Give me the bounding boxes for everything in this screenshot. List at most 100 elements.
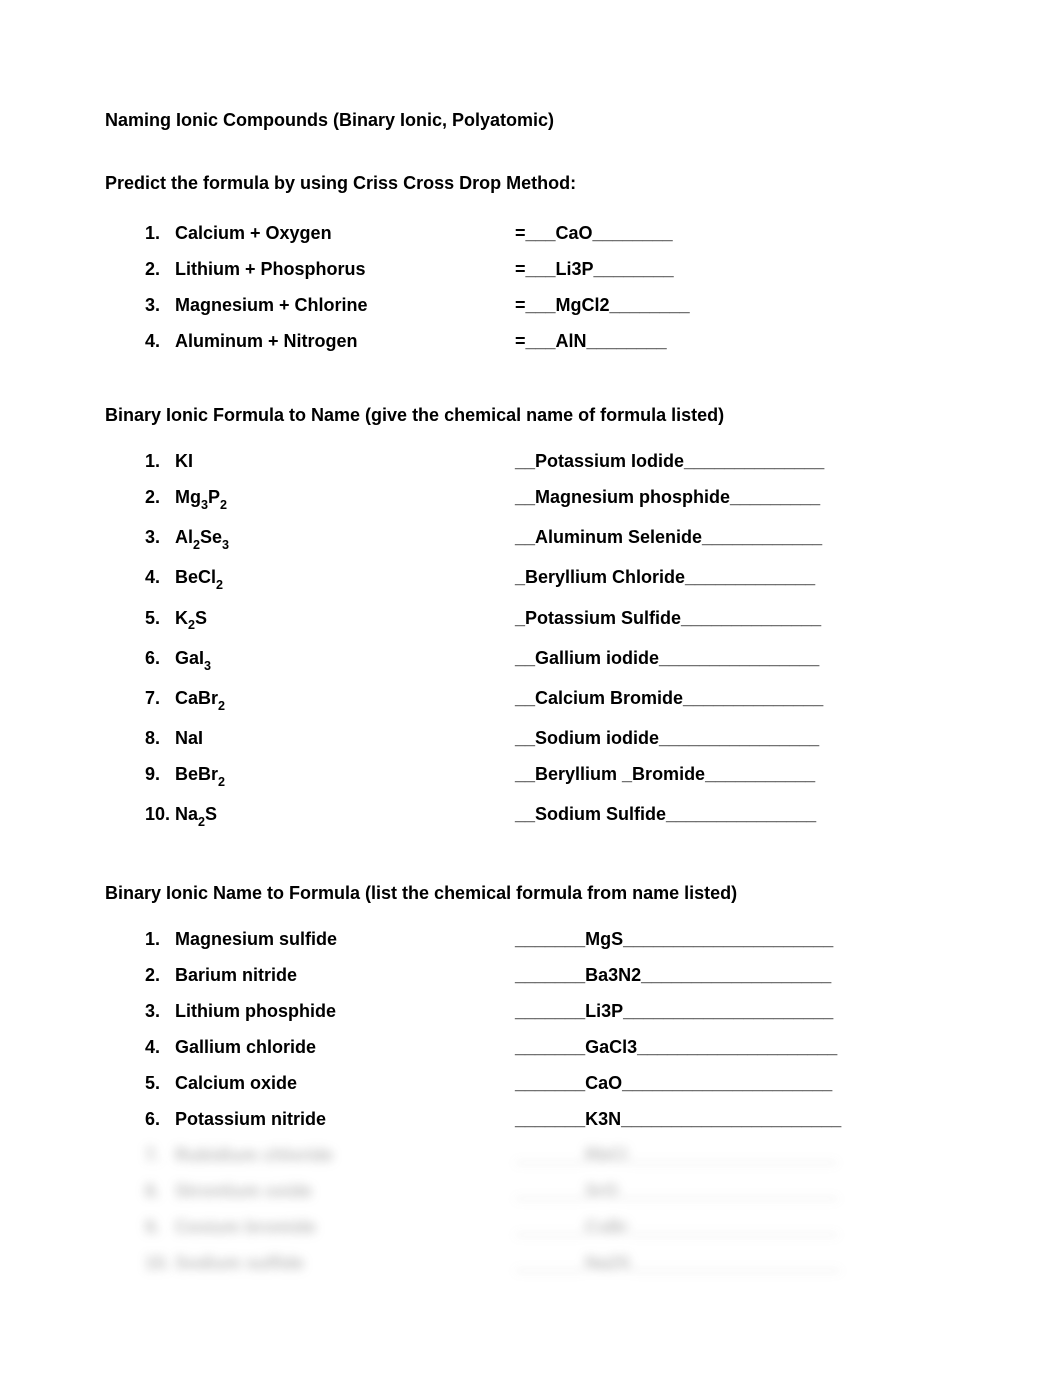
item-left: CaBr2 xyxy=(175,689,515,711)
item-number: 2. xyxy=(145,260,175,278)
item-number: 8. xyxy=(145,729,175,747)
item-left: BeBr2 xyxy=(175,765,515,787)
list-item: 1.Magnesium sulfide_______MgS___________… xyxy=(145,930,957,948)
item-number: 10. xyxy=(145,805,175,823)
item-right: =___MgCl2________ xyxy=(515,296,690,314)
item-right: _Potassium Sulfide______________ xyxy=(515,609,821,627)
list-item: 7.CaBr2__Calcium Bromide______________ xyxy=(145,689,957,711)
item-right: _______Na2S_____________________ xyxy=(515,1254,840,1272)
item-left: Potassium nitride xyxy=(175,1110,515,1128)
item-right: __Magnesium phosphide_________ xyxy=(515,488,820,506)
item-right: _______K3N______________________ xyxy=(515,1110,841,1128)
item-number: 1. xyxy=(145,452,175,470)
item-number: 8. xyxy=(145,1182,175,1200)
item-number: 4. xyxy=(145,1038,175,1056)
item-number: 3. xyxy=(145,296,175,314)
list-item: 7.Rubidium chloride_______RbCl__________… xyxy=(145,1146,957,1164)
item-number: 4. xyxy=(145,568,175,586)
item-number: 6. xyxy=(145,1110,175,1128)
item-number: 2. xyxy=(145,966,175,984)
item-right: __Gallium iodide________________ xyxy=(515,649,819,667)
item-number: 3. xyxy=(145,528,175,546)
list-item: 4.BeCl2_Beryllium Chloride_____________ xyxy=(145,568,957,590)
list-item: 2.Mg3P2__Magnesium phosphide_________ xyxy=(145,488,957,510)
item-number: 1. xyxy=(145,930,175,948)
item-number: 2. xyxy=(145,488,175,506)
item-right: _______RbCl_____________________ xyxy=(515,1146,837,1164)
item-right: _______CsBr_____________________ xyxy=(515,1218,838,1236)
item-right: __Beryllium _Bromide___________ xyxy=(515,765,815,783)
item-left: BeCl2 xyxy=(175,568,515,590)
item-left: Lithium + Phosphorus xyxy=(175,260,515,278)
item-right: _______Li3P_____________________ xyxy=(515,1002,833,1020)
list-item: 3.Magnesium + Chlorine=___MgCl2________ xyxy=(145,296,957,314)
list-item: 3.Lithium phosphide_______Li3P__________… xyxy=(145,1002,957,1020)
list-item: 10.Na2S__Sodium Sulfide_______________ xyxy=(145,805,957,827)
list-item: 1.KI__Potassium Iodide______________ xyxy=(145,452,957,470)
item-left: Na2S xyxy=(175,805,515,827)
item-left: NaI xyxy=(175,729,515,747)
item-right: =___CaO________ xyxy=(515,224,673,242)
section2-heading: Binary Ionic Formula to Name (give the c… xyxy=(105,405,957,426)
item-number: 1. xyxy=(145,224,175,242)
item-left: Magnesium sulfide xyxy=(175,930,515,948)
item-left: Mg3P2 xyxy=(175,488,515,510)
item-number: 9. xyxy=(145,765,175,783)
item-right: =___Li3P________ xyxy=(515,260,674,278)
item-left: Barium nitride xyxy=(175,966,515,984)
item-right: __Calcium Bromide______________ xyxy=(515,689,823,707)
list-item: 9.Cesium bromide_______CsBr_____________… xyxy=(145,1218,957,1236)
item-left: Strontium oxide xyxy=(175,1182,515,1200)
item-left: K2S xyxy=(175,609,515,631)
item-right: _______MgS_____________________ xyxy=(515,930,833,948)
item-right: _______CaO_____________________ xyxy=(515,1074,832,1092)
list-item: 10.Sodium sulfide_______Na2S____________… xyxy=(145,1254,957,1272)
item-number: 5. xyxy=(145,609,175,627)
list-item: 6.GaI3__Gallium iodide________________ xyxy=(145,649,957,671)
list-item: 8.NaI__Sodium iodide________________ xyxy=(145,729,957,747)
item-left: Calcium + Oxygen xyxy=(175,224,515,242)
item-number: 7. xyxy=(145,689,175,707)
item-number: 9. xyxy=(145,1218,175,1236)
list-item: 9.BeBr2__Beryllium _Bromide___________ xyxy=(145,765,957,787)
item-number: 3. xyxy=(145,1002,175,1020)
section1-list: 1.Calcium + Oxygen=___CaO________ 2.Lithi… xyxy=(145,224,957,350)
item-number: 4. xyxy=(145,332,175,350)
item-left: Lithium phosphide xyxy=(175,1002,515,1020)
list-item: 4.Aluminum + Nitrogen=___AlN________ xyxy=(145,332,957,350)
item-number: 5. xyxy=(145,1074,175,1092)
item-right: __Aluminum Selenide____________ xyxy=(515,528,822,546)
item-left: Calcium oxide xyxy=(175,1074,515,1092)
page-title: Naming Ionic Compounds (Binary Ionic, Po… xyxy=(105,110,957,131)
item-left: Cesium bromide xyxy=(175,1218,515,1236)
section2-list: 1.KI__Potassium Iodide______________ 2.Mg… xyxy=(145,452,957,828)
item-right: __Sodium Sulfide_______________ xyxy=(515,805,816,823)
list-item: 4.Gallium chloride_______GaCl3__________… xyxy=(145,1038,957,1056)
list-item: 8.Strontium oxide_______SrO_____________… xyxy=(145,1182,957,1200)
list-item: 5.Calcium oxide_______CaO_______________… xyxy=(145,1074,957,1092)
section1-heading: Predict the formula by using Criss Cross… xyxy=(105,173,957,194)
list-item: 5.K2S_Potassium Sulfide______________ xyxy=(145,609,957,631)
item-left: Gallium chloride xyxy=(175,1038,515,1056)
list-item: 2.Barium nitride_______Ba3N2____________… xyxy=(145,966,957,984)
item-left: GaI3 xyxy=(175,649,515,671)
item-left: Magnesium + Chlorine xyxy=(175,296,515,314)
item-right: __Potassium Iodide______________ xyxy=(515,452,824,470)
item-left: KI xyxy=(175,452,515,470)
section3-list: 1.Magnesium sulfide_______MgS___________… xyxy=(145,930,957,1272)
worksheet-page: Naming Ionic Compounds (Binary Ionic, Po… xyxy=(0,0,1062,1350)
item-right: __Sodium iodide________________ xyxy=(515,729,819,747)
list-item: 6.Potassium nitride_______K3N___________… xyxy=(145,1110,957,1128)
item-right: _______Ba3N2___________________ xyxy=(515,966,831,984)
list-item: 1.Calcium + Oxygen=___CaO________ xyxy=(145,224,957,242)
item-left: Al2Se3 xyxy=(175,528,515,550)
item-right: =___AlN________ xyxy=(515,332,667,350)
section3-heading: Binary Ionic Name to Formula (list the c… xyxy=(105,883,957,904)
item-right: _Beryllium Chloride_____________ xyxy=(515,568,815,586)
item-number: 6. xyxy=(145,649,175,667)
item-left: Sodium sulfide xyxy=(175,1254,515,1272)
list-item: 2.Lithium + Phosphorus=___Li3P________ xyxy=(145,260,957,278)
item-right: _______SrO______________________ xyxy=(515,1182,838,1200)
item-number: 7. xyxy=(145,1146,175,1164)
list-item: 3.Al2Se3__Aluminum Selenide____________ xyxy=(145,528,957,550)
